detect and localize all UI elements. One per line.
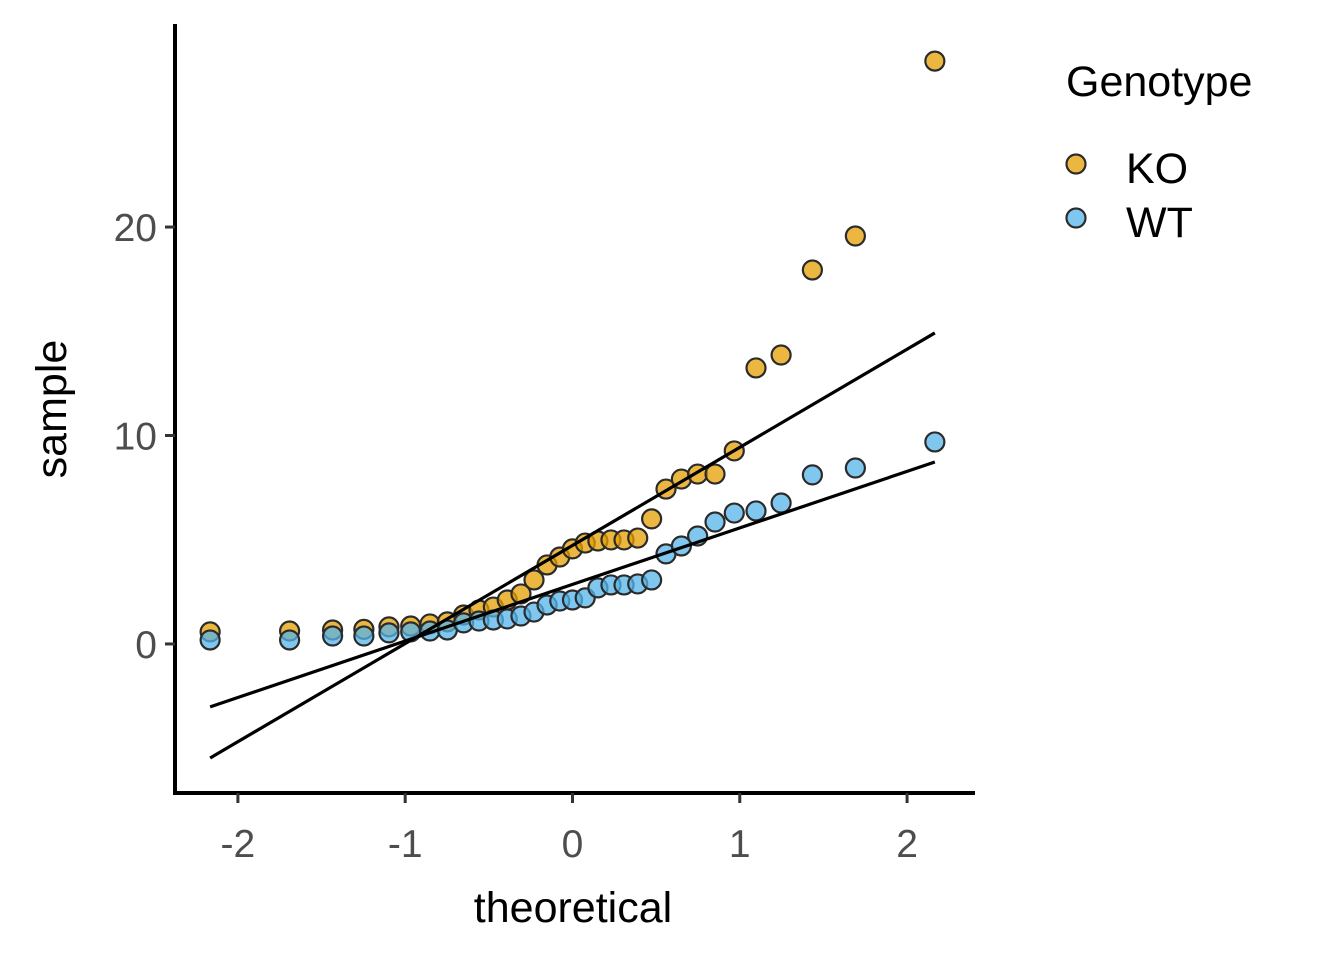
data-point-ko	[801, 259, 823, 281]
data-point-wt	[924, 431, 946, 453]
data-point-ko	[770, 344, 792, 366]
x-axis-ticks: -2 -1 0 1 2	[221, 793, 918, 866]
data-point-wt	[745, 500, 767, 522]
data-point-wt	[278, 629, 301, 651]
data-point-wt	[199, 629, 221, 651]
data-point-ko	[704, 463, 726, 485]
legend-title: Genotype	[1066, 58, 1252, 106]
data-point-wt	[770, 492, 792, 514]
x-tick-label: -1	[388, 823, 423, 866]
x-axis-title: theoretical	[474, 884, 672, 932]
data-point-ko	[641, 508, 663, 530]
reference-line-wt	[209, 460, 936, 709]
data-point-wt	[844, 457, 866, 479]
data-point-wt	[321, 625, 344, 647]
data-point-wt	[801, 464, 823, 486]
data-point-ko	[924, 50, 946, 72]
data-point-wt	[353, 625, 375, 647]
data-point-ko	[627, 527, 649, 549]
points-layer	[199, 50, 946, 651]
legend-key-ko	[1065, 153, 1087, 175]
legend-key-wt	[1065, 207, 1087, 229]
y-tick-label: 20	[114, 207, 157, 250]
data-point-ko	[745, 357, 767, 379]
x-tick-label: 2	[896, 823, 918, 866]
x-tick-label: 1	[729, 823, 751, 866]
data-point-wt	[378, 622, 400, 644]
data-point-wt	[723, 502, 745, 524]
y-axis-title: sample	[28, 340, 76, 479]
legend-label-ko: KO	[1126, 145, 1188, 193]
series-wt-points	[199, 431, 946, 651]
y-tick-label: 10	[114, 415, 157, 458]
data-point-wt	[704, 511, 726, 533]
data-point-ko	[844, 225, 866, 247]
x-tick-label: -2	[221, 823, 256, 866]
legend-items: KO WT	[1065, 145, 1193, 247]
data-point-ko	[523, 569, 545, 591]
reference-lines-layer	[209, 331, 936, 760]
data-point-wt	[641, 569, 663, 591]
x-tick-label: 0	[562, 823, 584, 866]
y-tick-label: 0	[135, 624, 157, 667]
legend-label-wt: WT	[1126, 199, 1193, 247]
series-ko-points	[199, 50, 946, 643]
reference-line-ko	[209, 331, 936, 760]
legend: Genotype KO WT	[1065, 58, 1252, 247]
y-axis-ticks: 0 10 20	[114, 207, 175, 667]
